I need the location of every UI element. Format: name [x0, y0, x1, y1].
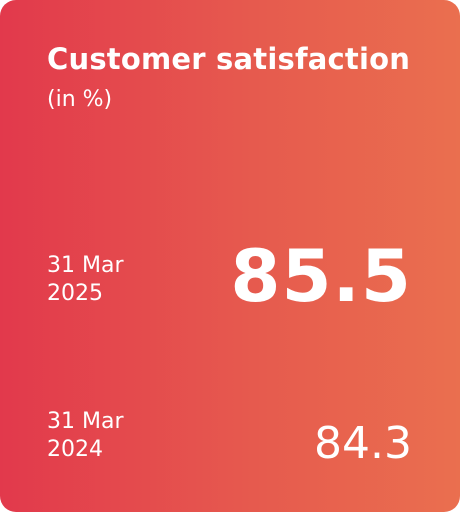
current-period-row: 31 Mar 2025 85.5: [47, 236, 412, 318]
previous-period-date: 31 Mar 2024: [47, 408, 124, 464]
current-date-day-month: 31 Mar: [47, 253, 124, 278]
previous-period-row: 31 Mar 2024 84.3: [47, 404, 412, 474]
card-unit-subtitle: (in %): [47, 87, 113, 112]
current-date-year: 2025: [47, 281, 103, 306]
previous-date-year: 2024: [47, 437, 103, 462]
previous-satisfaction-value: 84.3: [314, 418, 412, 469]
current-satisfaction-value: 85.5: [230, 234, 412, 318]
card-title: Customer satisfaction: [47, 42, 411, 76]
previous-date-day-month: 31 Mar: [47, 409, 124, 434]
current-period-date: 31 Mar 2025: [47, 252, 124, 308]
